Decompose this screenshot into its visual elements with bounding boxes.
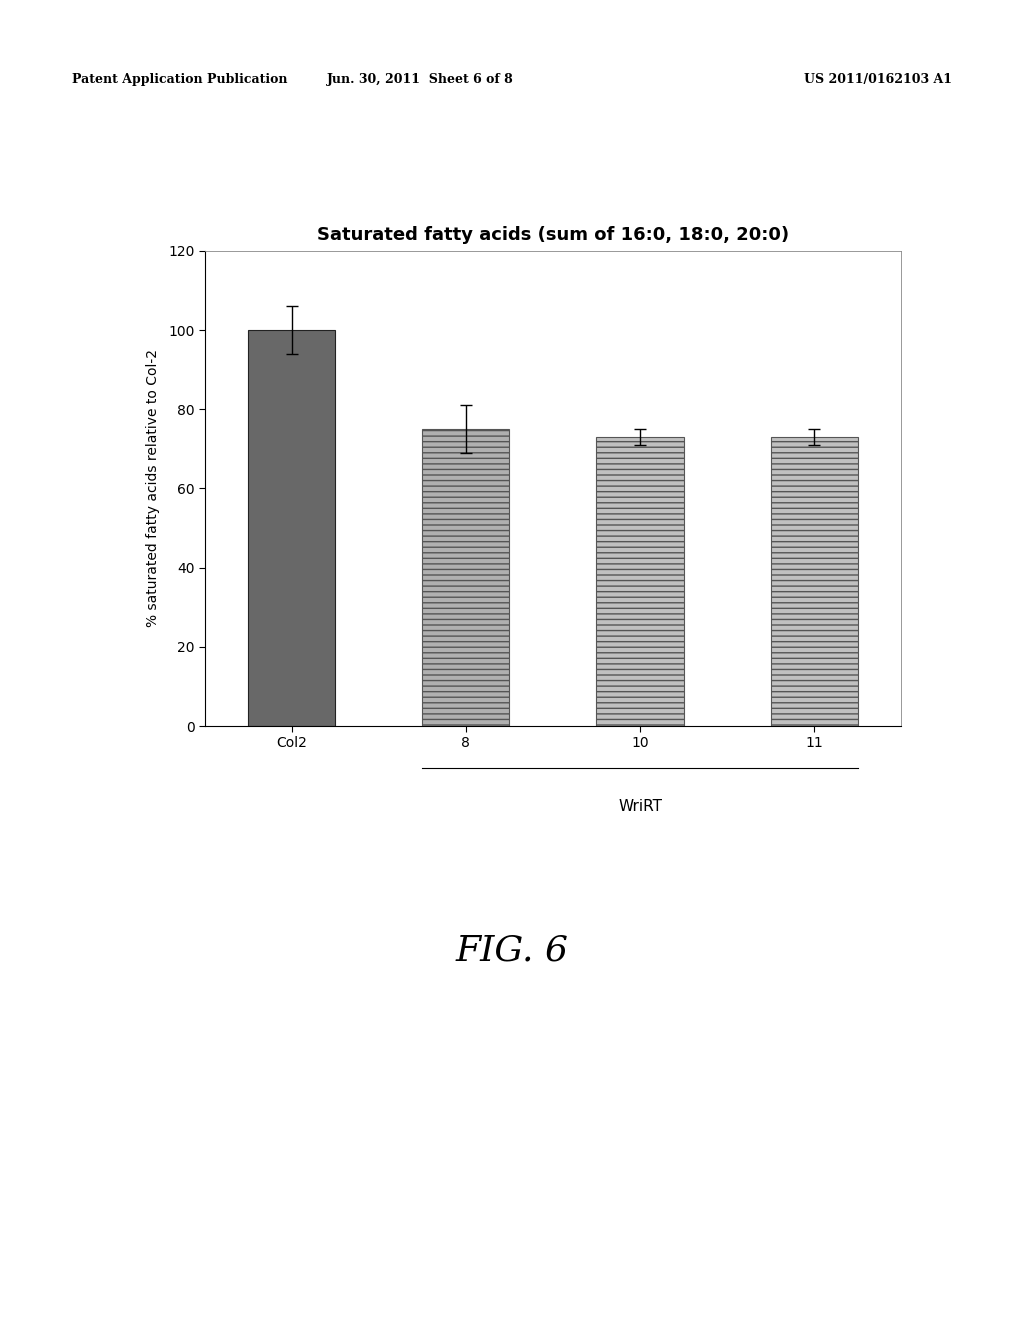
Text: FIG. 6: FIG. 6 <box>456 933 568 968</box>
Bar <box>423 429 510 726</box>
Text: WriRT: WriRT <box>618 799 662 813</box>
Y-axis label: % saturated fatty acids relative to Col-2: % saturated fatty acids relative to Col-… <box>145 350 160 627</box>
Bar <box>249 330 336 726</box>
Text: Patent Application Publication: Patent Application Publication <box>72 73 287 86</box>
Text: Jun. 30, 2011  Sheet 6 of 8: Jun. 30, 2011 Sheet 6 of 8 <box>327 73 513 86</box>
Bar <box>771 437 858 726</box>
Title: Saturated fatty acids (sum of 16:0, 18:0, 20:0): Saturated fatty acids (sum of 16:0, 18:0… <box>316 226 790 244</box>
Bar <box>597 437 684 726</box>
Text: US 2011/0162103 A1: US 2011/0162103 A1 <box>804 73 952 86</box>
